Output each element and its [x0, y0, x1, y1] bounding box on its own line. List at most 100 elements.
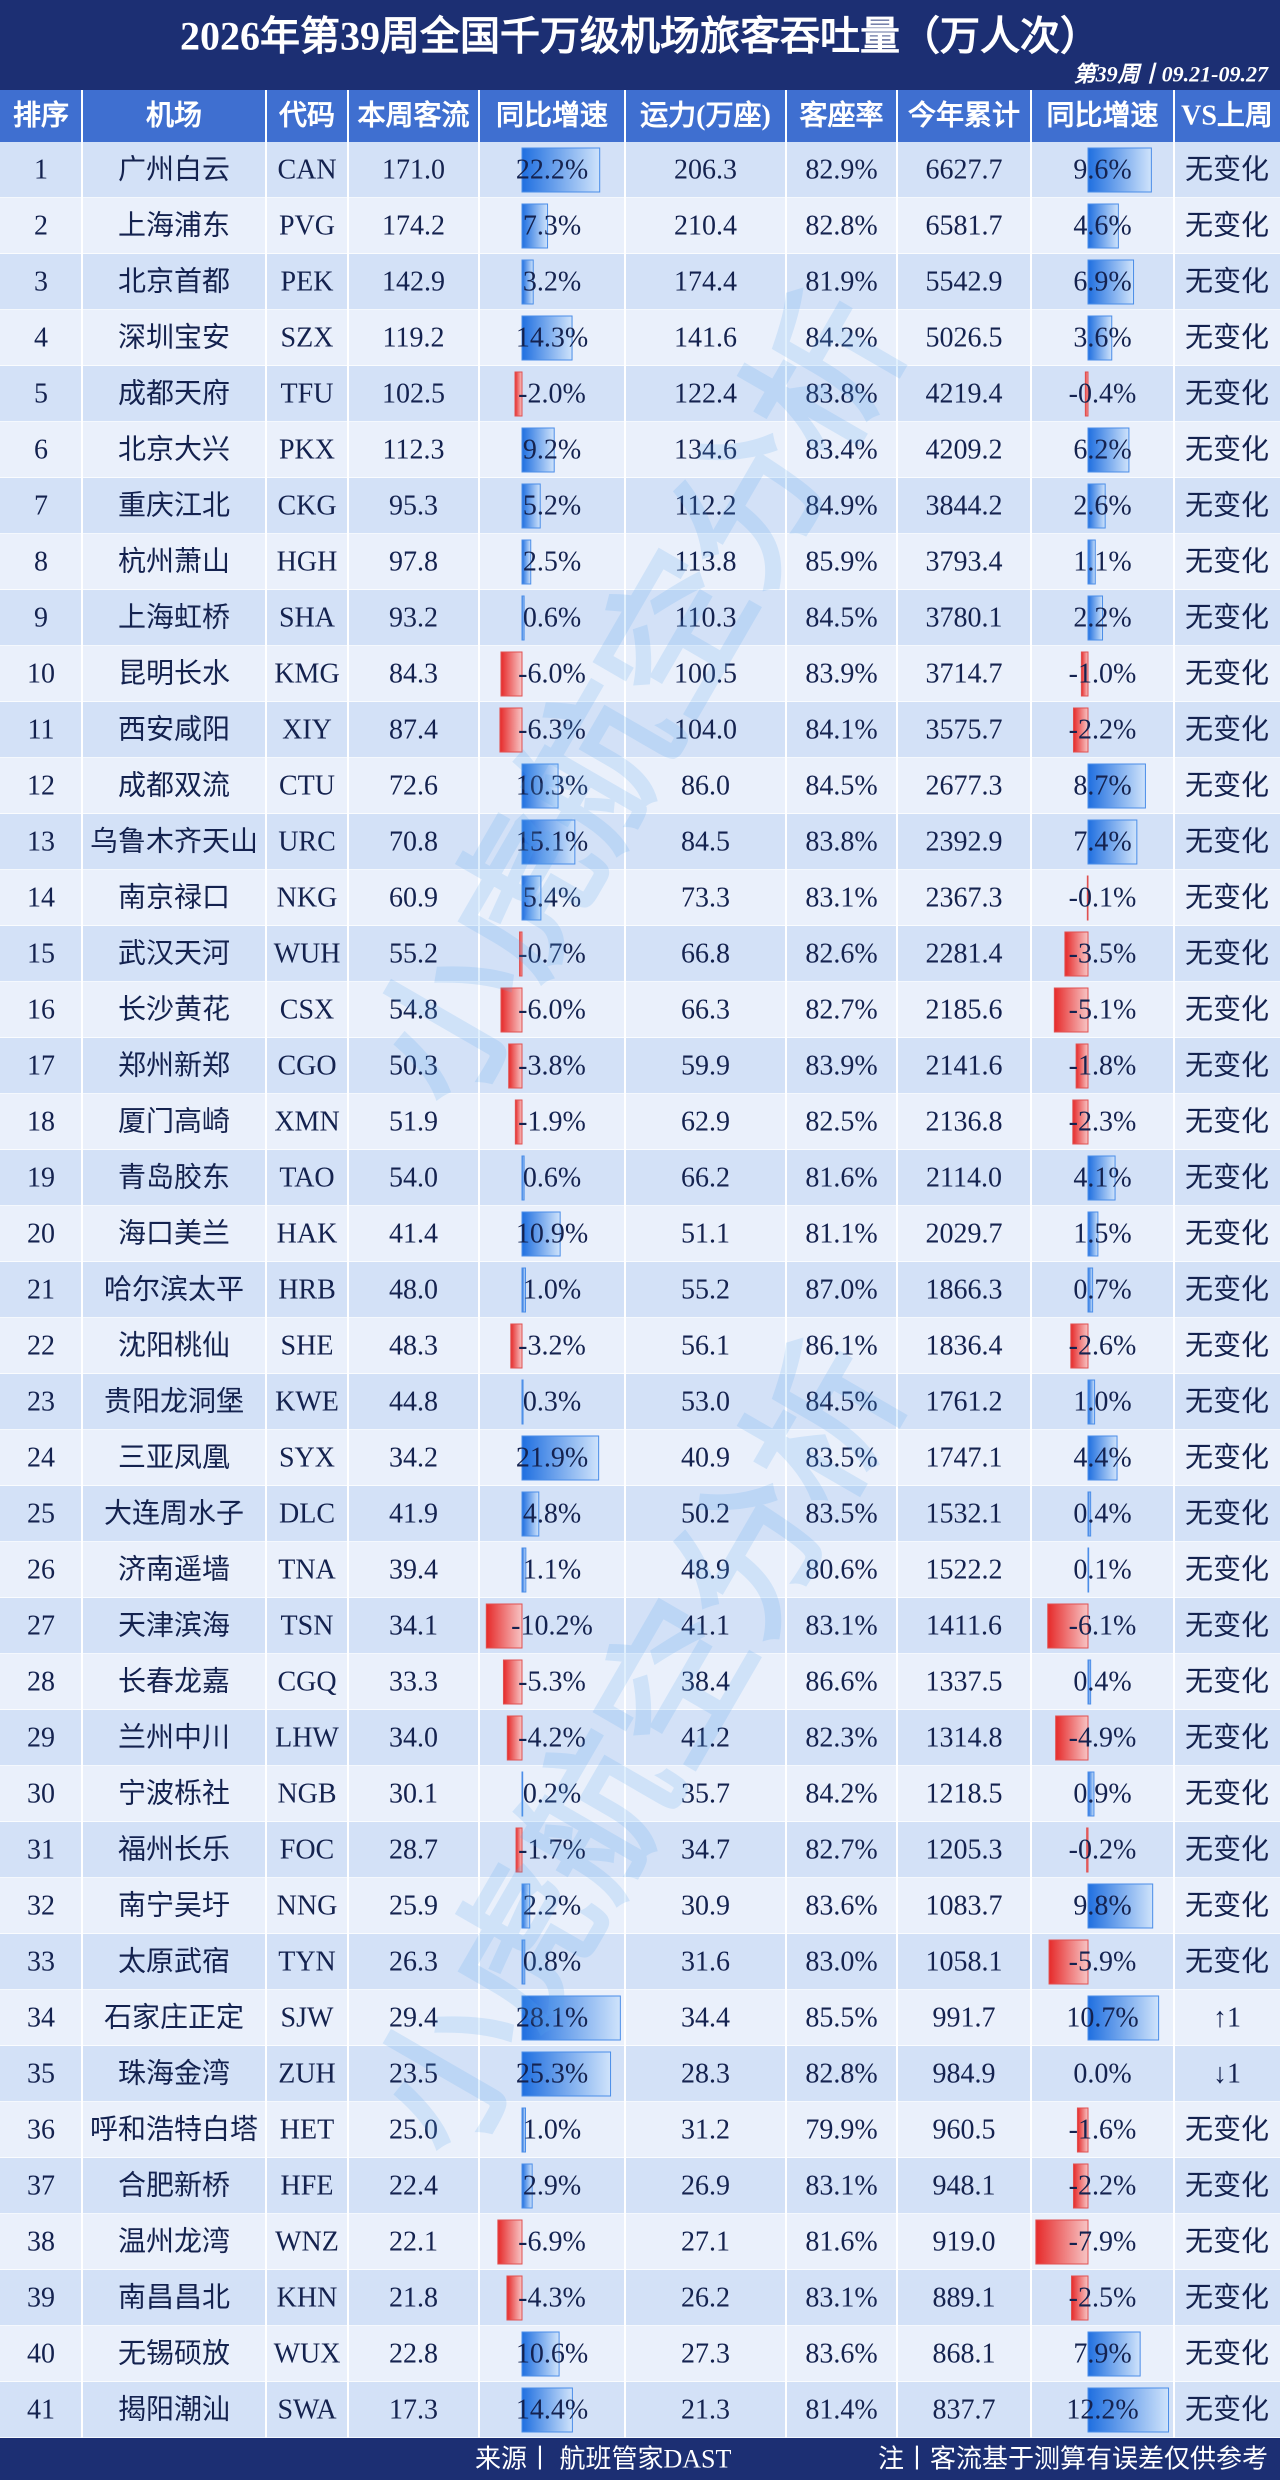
growth-bar [1086, 875, 1089, 921]
title: 2026年第39周全国千万级机场旅客吞吐量（万人次） [180, 14, 1100, 59]
cell: -1.0% [1069, 659, 1137, 690]
row-background [0, 814, 1280, 870]
cell: 84.3 [389, 659, 438, 690]
cell: 102.5 [382, 379, 445, 410]
cell: 84.1% [805, 715, 877, 746]
growth-bar [521, 2107, 526, 2153]
cell: 8.7% [1073, 771, 1131, 802]
cell: 21.3 [681, 2395, 730, 2426]
cell: 34.0 [389, 1723, 438, 1754]
cell: CKG [277, 491, 336, 522]
row-background [0, 1430, 1280, 1486]
cell: 41 [27, 2395, 55, 2426]
growth-bar [1087, 1547, 1090, 1593]
cell: 20 [27, 1219, 55, 1250]
row-background [0, 1318, 1280, 1374]
cell: 0.1% [1073, 1555, 1131, 1586]
cell: 无变化 [1185, 1666, 1269, 1698]
cell: 2 [34, 211, 48, 242]
cell: 无变化 [1185, 210, 1269, 242]
cell: 2185.6 [926, 995, 1003, 1026]
cell: 成都天府 [118, 378, 230, 410]
row-background [0, 1374, 1280, 1430]
cell: WUH [274, 939, 341, 970]
cell: -10.2% [511, 1611, 593, 1642]
cell: 4 [34, 323, 48, 354]
growth-bar [521, 1491, 540, 1537]
cell: NNG [277, 1891, 338, 1922]
cell: 2136.8 [926, 1107, 1003, 1138]
growth-bar [1087, 2331, 1141, 2377]
cell: 86.0 [681, 771, 730, 802]
cell: 83.5% [805, 1443, 877, 1474]
cell: 15.1% [516, 827, 588, 858]
cell: 82.6% [805, 939, 877, 970]
cell: 9 [34, 603, 48, 634]
cell: 26 [27, 1555, 55, 1586]
cell: 70.8 [389, 827, 438, 858]
cell: 29 [27, 1723, 55, 1754]
row-background [0, 534, 1280, 590]
cell: 51.9 [389, 1107, 438, 1138]
cell: 142.9 [382, 267, 445, 298]
cell: 28.7 [389, 1835, 438, 1866]
cell: 84.9% [805, 491, 877, 522]
cell: 无变化 [1185, 770, 1269, 802]
growth-bar [521, 1435, 600, 1481]
cell: -4.3% [518, 2283, 586, 2314]
cell: 2.9% [523, 2171, 581, 2202]
cell: 11 [28, 715, 55, 746]
growth-bar [499, 707, 523, 753]
cell: 无锡硕放 [118, 2338, 230, 2370]
cell: 2.2% [1073, 603, 1131, 634]
row-background [0, 366, 1280, 422]
growth-bar [521, 1211, 561, 1257]
cell: 31 [27, 1835, 55, 1866]
cell: 28 [27, 1667, 55, 1698]
cell: 13 [27, 827, 55, 858]
row-background [0, 2158, 1280, 2214]
cell: 55.2 [681, 1275, 730, 1306]
cell: 84.5% [805, 771, 877, 802]
cell: PEK [281, 267, 334, 298]
cell: 48.3 [389, 1331, 438, 1362]
growth-bar [1087, 1883, 1154, 1929]
cell: 34.1 [389, 1611, 438, 1642]
cell: 86.1% [805, 1331, 877, 1362]
cell: 26.9 [681, 2171, 730, 2202]
cell: 1218.5 [926, 1779, 1003, 1810]
cell: -0.2% [1069, 1835, 1137, 1866]
growth-bar [506, 2275, 523, 2321]
column-header: VS上周 [1181, 100, 1273, 132]
cell: LHW [275, 1723, 339, 1754]
footer-note: 注丨客流基于测算有误差仅供参考 [878, 2445, 1268, 2474]
cell: -2.2% [1069, 715, 1137, 746]
cell: 62.9 [681, 1107, 730, 1138]
cell: 揭阳潮汕 [118, 2394, 230, 2426]
cell: 84.5% [805, 603, 877, 634]
cell: 25.3% [516, 2059, 588, 2090]
growth-bar [521, 2051, 612, 2097]
cell: 0.6% [523, 1163, 581, 1194]
growth-bar [1087, 595, 1104, 641]
cell: -6.3% [518, 715, 586, 746]
cell: 0.4% [1073, 1499, 1131, 1530]
growth-bar [1048, 1939, 1089, 1985]
cell: 1411.6 [926, 1611, 1002, 1642]
cell: 无变化 [1185, 994, 1269, 1026]
growth-bar [1087, 539, 1096, 585]
row-background [0, 646, 1280, 702]
cell: 34.4 [681, 2003, 730, 2034]
cell: 35.7 [681, 1779, 730, 1810]
cell: 无变化 [1185, 1946, 1269, 1978]
cell: HRB [278, 1275, 336, 1306]
cell: 3575.7 [926, 715, 1003, 746]
cell: 83.9% [805, 1051, 877, 1082]
cell: -2.2% [1069, 2171, 1137, 2202]
cell: 4.1% [1073, 1163, 1131, 1194]
cell: 25.9 [389, 1891, 438, 1922]
cell: 珠海金湾 [118, 2058, 230, 2090]
cell: 87.4 [389, 715, 438, 746]
cell: 无变化 [1185, 1834, 1269, 1866]
row-background [0, 1654, 1280, 1710]
